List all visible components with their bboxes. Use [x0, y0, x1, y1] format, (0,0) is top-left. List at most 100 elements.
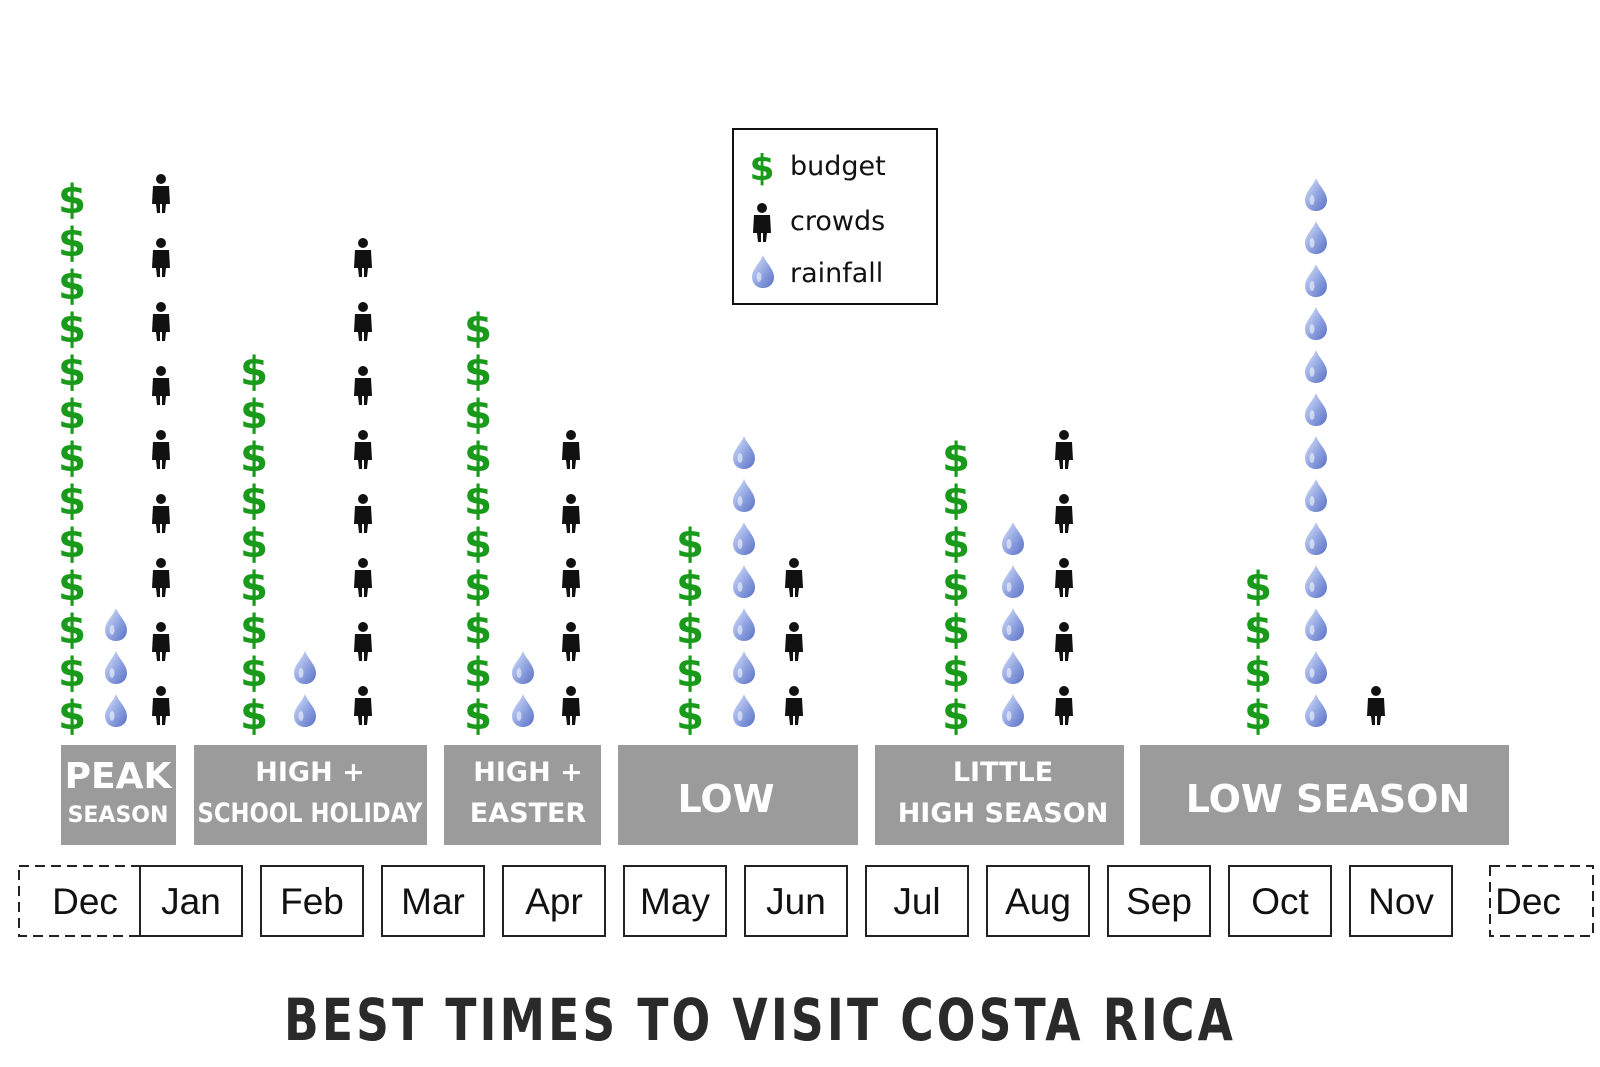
- month-box-outline: [502, 865, 606, 937]
- budget-dollar-icon: $: [464, 392, 492, 438]
- season-bar-low: [618, 745, 858, 845]
- budget-dollar-icon: $: [464, 478, 492, 524]
- budget-dollar-icon: $: [942, 521, 970, 567]
- season-label-line1: HIGH +: [255, 757, 364, 788]
- rainfall-raindrop-icon: [1305, 221, 1327, 254]
- budget-dollar-icon: $: [464, 650, 492, 696]
- rainfall-raindrop-icon: [1305, 264, 1327, 297]
- season-bar-peak: [61, 745, 176, 845]
- month-label: Feb: [280, 881, 344, 922]
- crowds-person-icon: [1055, 558, 1073, 597]
- month-box: Aug: [986, 865, 1090, 937]
- budget-dollar-icon: $: [58, 693, 86, 739]
- rainfall-raindrop-icon: [733, 565, 755, 598]
- season-bars: PEAK SEASON HIGH + SCHOOL HOLIDAY HIGH +…: [61, 745, 1509, 845]
- crowds-person-icon: [1055, 430, 1073, 469]
- month-label: Mar: [401, 881, 465, 922]
- crowds-person-icon: [354, 366, 372, 405]
- budget-dollar-icon: $: [942, 650, 970, 696]
- month-box-outline: [260, 865, 364, 937]
- month-label: Jan: [161, 881, 221, 922]
- rainfall-raindrop-icon: [1305, 178, 1327, 211]
- budget-dollar-icon: $: [58, 306, 86, 352]
- crowds-person-icon: [785, 686, 803, 725]
- rainfall-raindrop-icon: [105, 651, 127, 684]
- budget-dollar-icon: $: [676, 564, 704, 610]
- rainfall-raindrop-icon: [1002, 565, 1024, 598]
- crowds-person-icon: [354, 430, 372, 469]
- budget-dollar-icon: $: [58, 521, 86, 567]
- budget-dollar-icon: $: [58, 177, 86, 223]
- rainfall-raindrop-icon: [1305, 651, 1327, 684]
- month-box: Dec: [1489, 865, 1594, 937]
- budget-dollar-icon: $: [676, 650, 704, 696]
- budget-dollar-icon: $: [942, 435, 970, 481]
- month-label: Apr: [525, 881, 583, 922]
- crowds-person-icon: [152, 558, 170, 597]
- budget-dollar-icon: $: [464, 607, 492, 653]
- budget-dollar-icon: $: [1244, 564, 1272, 610]
- month-box-outline: [381, 865, 485, 937]
- legend-label-budget: budget: [790, 151, 886, 182]
- budget-dollar-icon: $: [240, 521, 268, 567]
- season-label-line2: SCHOOL HOLIDAY: [198, 798, 423, 829]
- month-box: Nov: [1349, 865, 1453, 937]
- rainfall-raindrop-icon: [1305, 608, 1327, 641]
- budget-dollar-icon: $: [240, 693, 268, 739]
- rainfall-raindrop-icon: [1305, 522, 1327, 555]
- season-bar-little-high-season: [875, 745, 1124, 845]
- season-label-line1: LITTLE: [953, 757, 1053, 788]
- season-label-line2: EASTER: [470, 798, 587, 829]
- crowds-person-icon: [152, 366, 170, 405]
- month-box: Feb: [260, 865, 364, 937]
- month-box-outline: [139, 865, 243, 937]
- legend: $ budget crowds rainfall: [732, 128, 938, 305]
- crowds-person-icon: [152, 430, 170, 469]
- budget-dollar-icon: $: [1244, 693, 1272, 739]
- budget-dollar-icon: $: [240, 478, 268, 524]
- season-label-line1: LOW SEASON: [1186, 777, 1471, 821]
- month-box-outline: [986, 865, 1090, 937]
- rainfall-raindrop-icon: [1305, 350, 1327, 383]
- crowds-person-icon: [152, 302, 170, 341]
- month-box-outline: [865, 865, 969, 937]
- budget-dollar-icon: $: [240, 392, 268, 438]
- rainfall-raindrop-icon: [733, 608, 755, 641]
- season-bar-high-school-holiday: [194, 745, 427, 845]
- rainfall-raindrop-icon: [733, 436, 755, 469]
- month-label: May: [640, 881, 710, 922]
- budget-dollar-icon: $: [942, 564, 970, 610]
- crowds-person-icon: [152, 494, 170, 533]
- rainfall-raindrop-icon: [733, 522, 755, 555]
- budget-dollar-icon: $: [464, 564, 492, 610]
- month-label: Dec: [52, 881, 118, 922]
- month-axis: Dec Jan Feb Mar Apr May Jun Jul Aug Sep Oct Nov Dec: [18, 865, 1594, 937]
- month-box: Mar: [381, 865, 485, 937]
- crowds-person-icon: [354, 238, 372, 277]
- crowds-person-icon: [1055, 494, 1073, 533]
- crowds-person-icon: [354, 622, 372, 661]
- budget-dollar-icon: $: [240, 607, 268, 653]
- rainfall-raindrop-icon: [733, 694, 755, 727]
- budget-dollar-icon: $: [58, 650, 86, 696]
- month-box-outline: [744, 865, 848, 937]
- season-label-line2: SEASON: [68, 803, 169, 828]
- chart-title: BEST TIMES TO VISIT COSTA RICA: [284, 986, 1236, 1054]
- month-label: Sep: [1126, 881, 1192, 922]
- crowds-person-icon: [1055, 686, 1073, 725]
- month-label: Nov: [1368, 881, 1434, 922]
- rainfall-raindrop-icon: [512, 651, 534, 684]
- month-box-outline: [1107, 865, 1211, 937]
- crowds-person-icon: [1055, 622, 1073, 661]
- crowds-person-icon: [152, 174, 170, 213]
- budget-dollar-icon: $: [58, 263, 86, 309]
- rainfall-raindrop-icon: [1305, 479, 1327, 512]
- month-box: Sep: [1107, 865, 1211, 937]
- legend-label-rainfall: rainfall: [790, 258, 883, 289]
- budget-dollar-icon: $: [58, 564, 86, 610]
- rainfall-raindrop-icon: [105, 608, 127, 641]
- rainfall-raindrop-icon: [1305, 565, 1327, 598]
- budget-dollar-icon: $: [240, 435, 268, 481]
- crowds-person-icon: [1367, 686, 1385, 725]
